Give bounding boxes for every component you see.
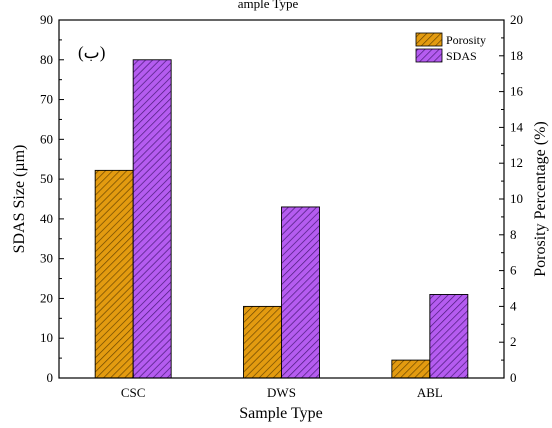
y-tick-label: 80	[40, 52, 53, 67]
y2-axis-title: Porosity Percentage (%)	[532, 121, 549, 277]
y-axis-title: SDAS Size (µm)	[11, 145, 28, 254]
legend-swatch-porosity	[415, 32, 443, 47]
y2-tick-label: 14	[510, 119, 524, 134]
x-tick-label: CSC	[121, 385, 146, 400]
y2-tick-label: 8	[510, 227, 517, 242]
right-axis: 0 2 4 6 8 10 12 14 16 18 20	[499, 12, 524, 385]
y2-tick-label: 20	[510, 12, 523, 27]
y-tick-label: 70	[40, 92, 53, 107]
y-tick-label: 10	[40, 330, 53, 345]
bar-sdas-csc	[132, 59, 172, 379]
bar-porosity-abl	[391, 359, 431, 379]
y-tick-label: 90	[40, 12, 53, 27]
y-tick-label: 20	[40, 290, 53, 305]
legend-label-sdas: SDAS	[446, 49, 477, 63]
y2-tick-label: 12	[510, 155, 523, 170]
x-axis-title: Sample Type	[239, 405, 322, 422]
bar-sdas-abl	[429, 294, 469, 379]
legend: Porosity SDAS	[415, 32, 486, 63]
y2-tick-label: 16	[510, 84, 524, 99]
x-axis: CSC DWS ABL	[121, 373, 443, 400]
left-axis: 0 10 20 30 40 50 60 70 80 90	[40, 12, 64, 385]
bar-sdas-dws	[281, 206, 320, 379]
x-tick-label: ABL	[417, 385, 443, 400]
y2-tick-label: 4	[510, 298, 517, 313]
y2-tick-label: 10	[510, 191, 523, 206]
y2-tick-label: 2	[510, 334, 517, 349]
bar-porosity-dws	[243, 305, 282, 379]
y2-tick-label: 0	[510, 370, 517, 385]
top-label: ample Type	[238, 0, 299, 11]
y-tick-label: 60	[40, 131, 53, 146]
y-tick-label: 40	[40, 211, 53, 226]
x-tick-label: DWS	[267, 385, 296, 400]
legend-label-porosity: Porosity	[446, 33, 486, 47]
y-tick-label: 0	[47, 370, 54, 385]
bars	[94, 59, 469, 379]
y2-tick-label: 18	[510, 48, 523, 63]
y-tick-label: 30	[40, 251, 53, 266]
bar-porosity-csc	[94, 169, 134, 379]
panel-label: (ب)	[78, 43, 105, 62]
y2-tick-label: 6	[510, 263, 517, 278]
legend-swatch-sdas	[415, 48, 443, 63]
y-tick-label: 50	[40, 171, 53, 186]
